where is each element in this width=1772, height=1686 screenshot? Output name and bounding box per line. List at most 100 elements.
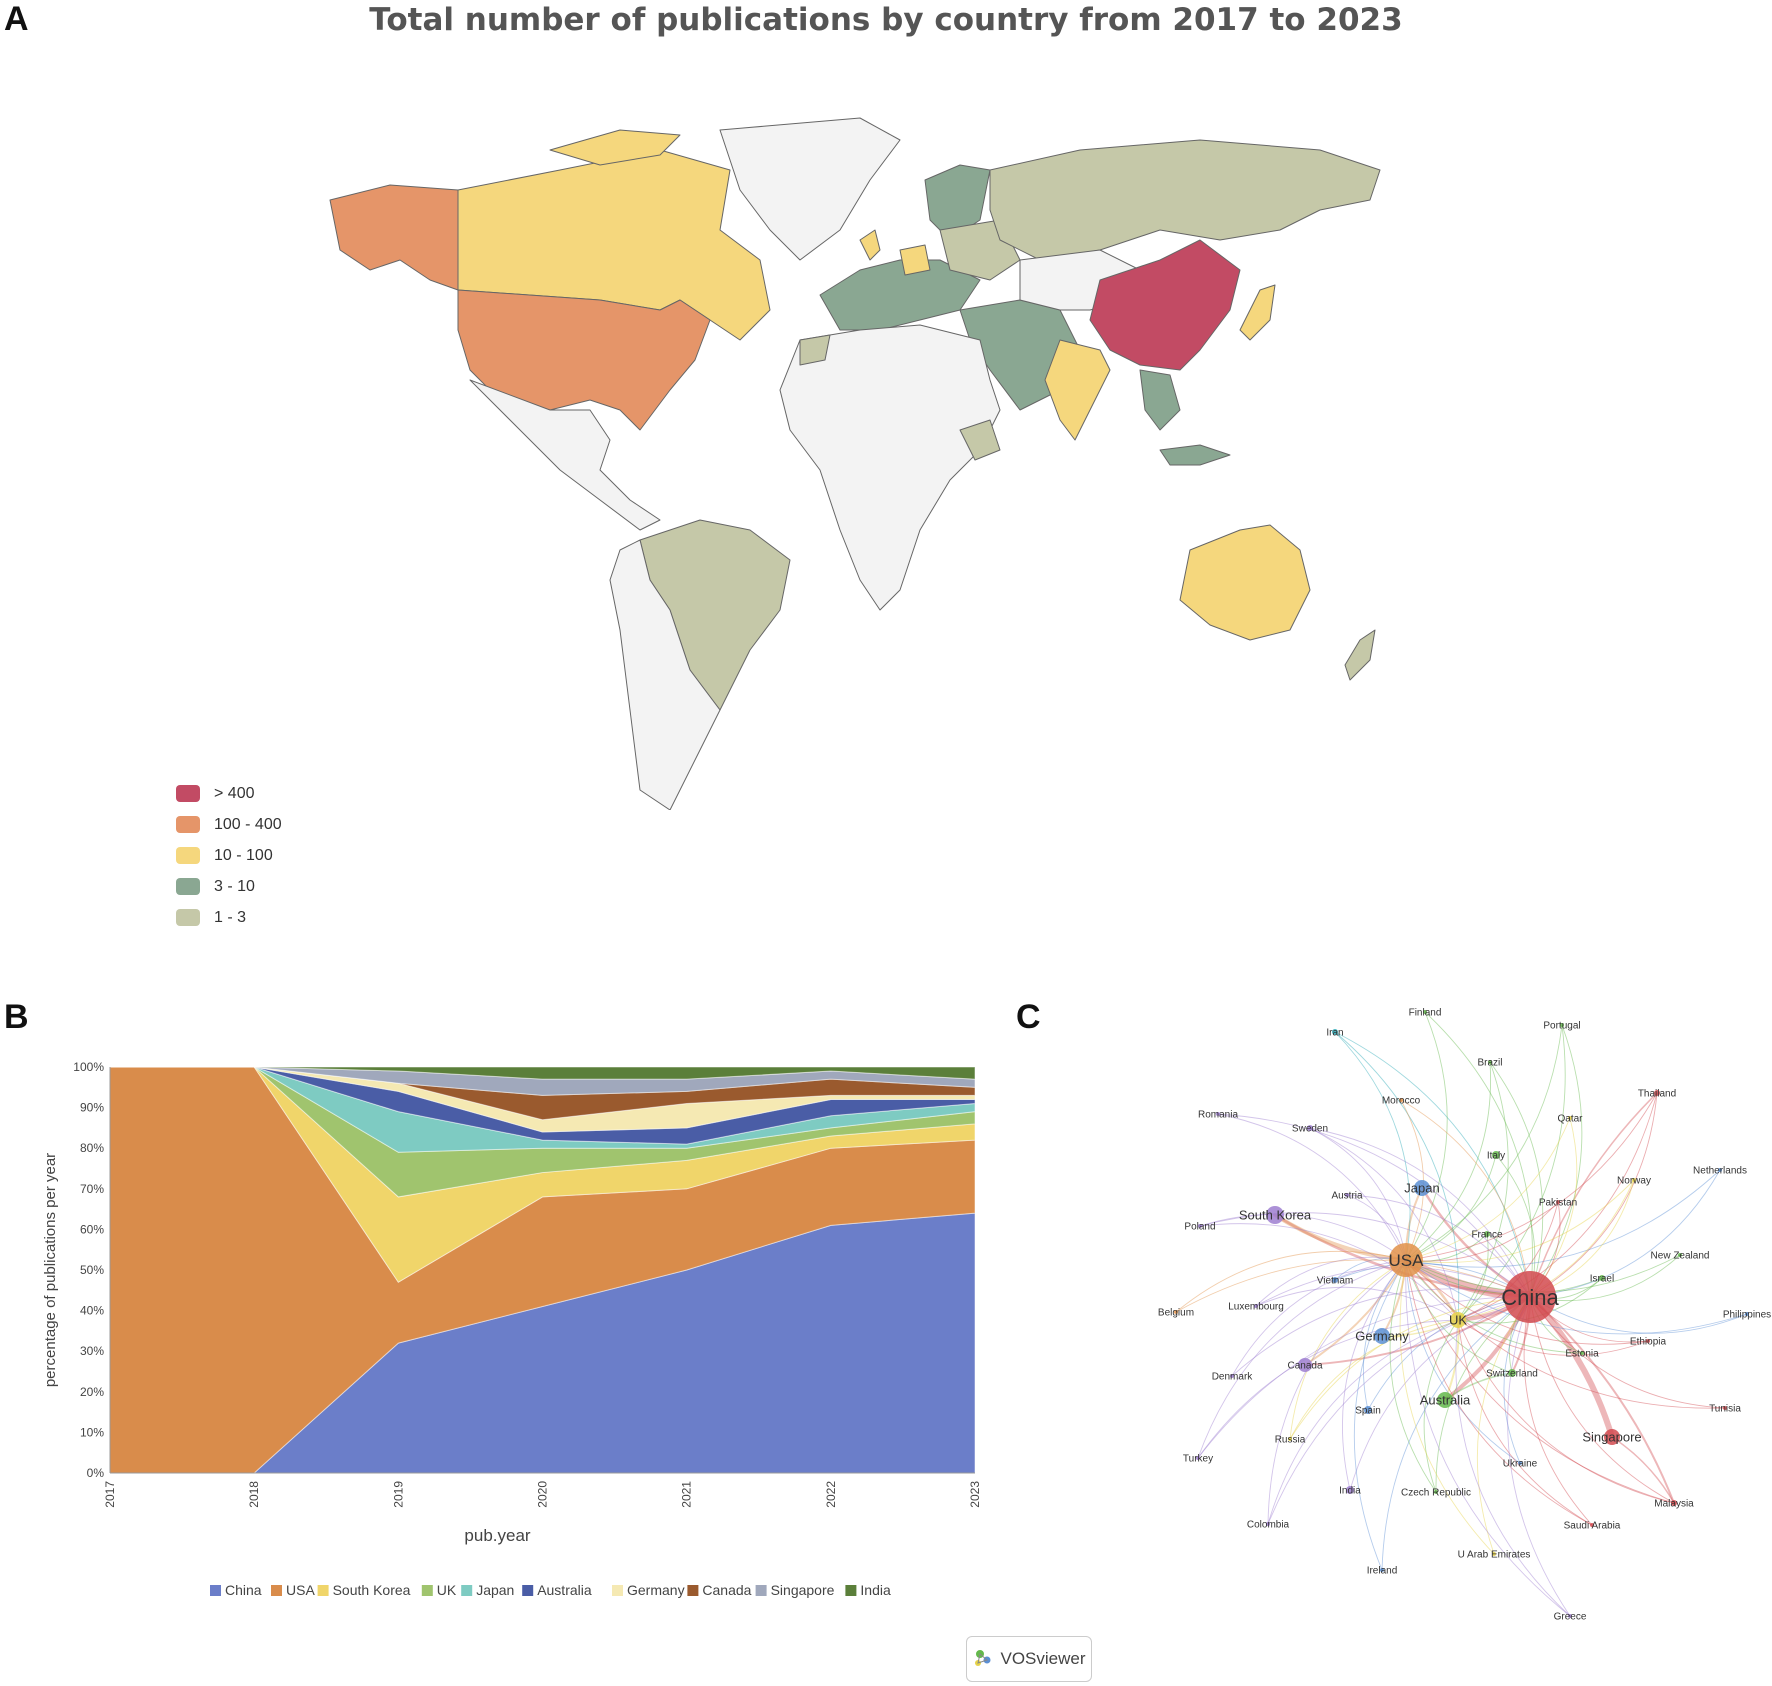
network-node-israel bbox=[1599, 1275, 1605, 1281]
network-edge bbox=[1405, 1011, 1448, 1261]
network-node-saudi-arabia bbox=[1590, 1523, 1594, 1527]
network-node-label: Thailand bbox=[1638, 1089, 1676, 1100]
network-node-label: China bbox=[1501, 1285, 1559, 1310]
network-edge bbox=[1457, 1319, 1593, 1526]
network-edge bbox=[1405, 1201, 1559, 1262]
vosviewer-badge: VOSviewer bbox=[966, 1636, 1092, 1682]
network-node-ukraine bbox=[1518, 1461, 1522, 1465]
network-node-brazil bbox=[1488, 1060, 1492, 1064]
network-node-uk bbox=[1450, 1312, 1466, 1328]
map-india bbox=[1044, 339, 1111, 441]
network-edge bbox=[1424, 1011, 1533, 1298]
network-edge bbox=[1405, 1259, 1675, 1504]
x-tick-label: 2018 bbox=[247, 1481, 261, 1508]
map-greenland bbox=[719, 117, 901, 261]
panel-letter-a: A bbox=[4, 0, 29, 38]
network-edge bbox=[1405, 1259, 1603, 1295]
x-tick-label: 2023 bbox=[968, 1481, 980, 1508]
network-node-poland bbox=[1198, 1224, 1202, 1228]
map-legend-label: 1 - 3 bbox=[214, 908, 247, 926]
network-node-colombia bbox=[1266, 1522, 1270, 1526]
area-legend-swatch bbox=[271, 1585, 282, 1596]
network-edge bbox=[1389, 1259, 1437, 1493]
network-edge bbox=[1435, 1296, 1531, 1493]
map-title: Total number of publications by country … bbox=[369, 2, 1403, 38]
map-australia bbox=[1179, 524, 1311, 641]
y-tick-label: 90% bbox=[80, 1101, 104, 1115]
network-node-sweden bbox=[1307, 1125, 1313, 1131]
network-node-germany bbox=[1374, 1328, 1390, 1344]
network-edge bbox=[1457, 1092, 1658, 1321]
network-edge bbox=[1529, 1296, 1748, 1334]
network-edge bbox=[1289, 1319, 1459, 1440]
network-edge bbox=[1334, 1031, 1531, 1298]
y-tick-label: 30% bbox=[80, 1344, 104, 1358]
network-edge bbox=[1255, 1286, 1459, 1321]
network-node-label: Iran bbox=[1326, 1028, 1343, 1039]
map-legend-label: > 400 bbox=[214, 784, 255, 802]
network-node-usa bbox=[1389, 1243, 1423, 1277]
network-edge bbox=[1267, 1259, 1407, 1525]
network-node-india bbox=[1346, 1486, 1354, 1494]
network-node-austria bbox=[1345, 1193, 1349, 1197]
network-node-finland bbox=[1423, 1010, 1427, 1014]
network-node-philippines bbox=[1745, 1312, 1749, 1316]
network-node-label: Germany bbox=[1355, 1329, 1409, 1344]
network-node-label: South Korea bbox=[1239, 1208, 1312, 1223]
network-node-iran bbox=[1332, 1029, 1338, 1035]
network-edge bbox=[1217, 1113, 1531, 1298]
map-legend-swatch bbox=[176, 909, 200, 926]
network-node-label: Belgium bbox=[1158, 1308, 1194, 1319]
y-tick-label: 70% bbox=[80, 1182, 104, 1196]
y-tick-label: 80% bbox=[80, 1141, 104, 1155]
y-tick-label: 50% bbox=[80, 1263, 104, 1277]
area-legend-label: South Korea bbox=[333, 1582, 411, 1598]
area-legend-swatch bbox=[317, 1585, 329, 1596]
area-legend-swatch bbox=[612, 1585, 623, 1596]
map-uk bbox=[859, 229, 881, 261]
map-legend-item: 1 - 3 bbox=[176, 902, 282, 933]
network-edge bbox=[1367, 1296, 1531, 1411]
x-tick-label: 2019 bbox=[391, 1481, 405, 1508]
vosviewer-logo-icon bbox=[975, 1650, 991, 1666]
area-legend-label: India bbox=[860, 1582, 891, 1598]
network-node-u-arab-emirates bbox=[1492, 1552, 1496, 1556]
network-node-label: Ukraine bbox=[1503, 1459, 1538, 1470]
map-usa bbox=[457, 289, 711, 431]
network-edge bbox=[1444, 1319, 1460, 1401]
network-node-label: Pakistan bbox=[1539, 1198, 1577, 1209]
network-edge bbox=[1231, 1259, 1407, 1377]
network-edge bbox=[1217, 1113, 1407, 1261]
map-germany bbox=[899, 244, 931, 276]
network-node-label: Russia bbox=[1275, 1435, 1306, 1446]
map-indonesia bbox=[1159, 444, 1231, 466]
map-southeast-asia bbox=[1139, 369, 1181, 431]
area-legend-label: Singapore bbox=[771, 1582, 835, 1598]
network-node-russia bbox=[1288, 1437, 1292, 1441]
network-edge bbox=[1289, 1296, 1531, 1440]
area-legend-label: Australia bbox=[537, 1582, 592, 1598]
network-edge bbox=[1405, 1154, 1497, 1261]
stacked-area-chart: 0% 10% 20% 30% 40% 50% 60% 70% 80% 90% 100% 2017 201… bbox=[42, 1060, 980, 1598]
network-node-estonia bbox=[1580, 1351, 1584, 1355]
network-edge bbox=[1405, 1259, 1649, 1345]
panel-letter-b: B bbox=[4, 998, 29, 1036]
area-legend-swatch bbox=[755, 1585, 767, 1596]
y-tick-label: 60% bbox=[80, 1222, 104, 1236]
map-canada-islands bbox=[549, 129, 681, 166]
network-node-label: Norway bbox=[1617, 1176, 1651, 1187]
area-legend-swatch bbox=[522, 1585, 534, 1596]
network-node-portugal bbox=[1560, 1023, 1564, 1027]
network-node-italy bbox=[1492, 1151, 1500, 1159]
network-node-label: Poland bbox=[1184, 1222, 1215, 1233]
map-russia bbox=[989, 139, 1381, 261]
network-edge bbox=[1457, 1179, 1635, 1321]
network-node-malaysia bbox=[1671, 1500, 1677, 1506]
area-legend-label: China bbox=[225, 1582, 262, 1598]
network-node-label: Colombia bbox=[1247, 1520, 1290, 1531]
network-node-label: Greece bbox=[1554, 1612, 1587, 1623]
network-node-qatar bbox=[1568, 1116, 1572, 1120]
network-edge bbox=[1457, 1319, 1675, 1504]
network-node-label: Finland bbox=[1409, 1008, 1442, 1019]
map-morocco bbox=[799, 334, 831, 366]
